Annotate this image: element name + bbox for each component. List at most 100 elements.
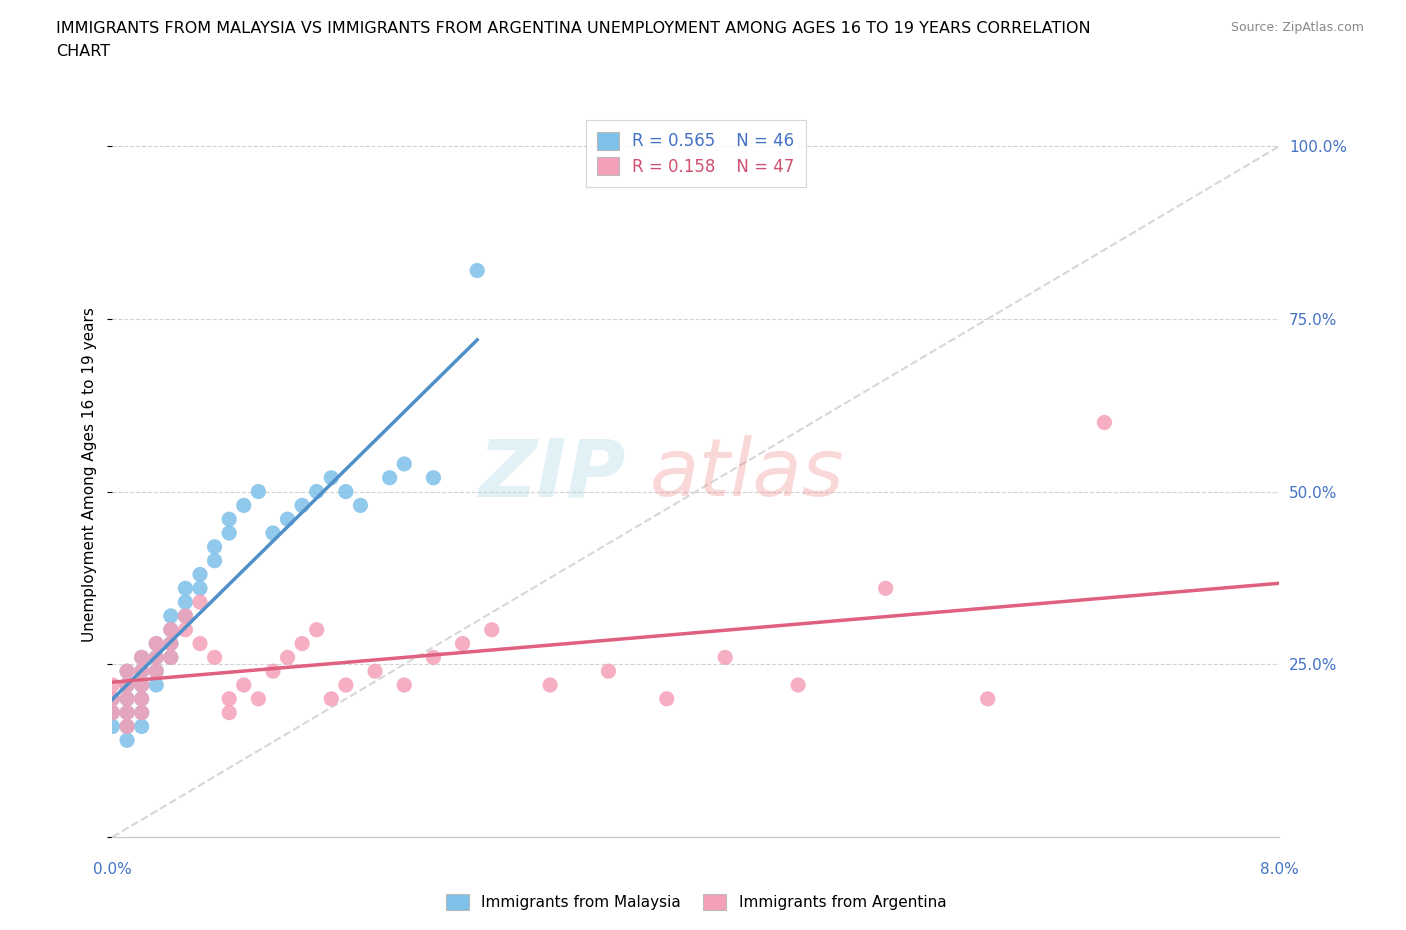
Point: [145, 636, 167, 651]
Point: [247, 485, 270, 499]
Point: [160, 636, 183, 651]
Point: [598, 664, 620, 679]
Point: [131, 650, 153, 665]
Point: [392, 678, 416, 693]
Point: [291, 498, 314, 512]
Point: [115, 719, 138, 734]
Point: [115, 678, 138, 693]
Text: 0.0%: 0.0%: [93, 862, 132, 877]
Point: [218, 525, 240, 540]
Point: [115, 705, 138, 720]
Point: [188, 567, 211, 582]
Point: [160, 650, 183, 665]
Point: [451, 636, 474, 651]
Point: [115, 719, 138, 734]
Point: [204, 650, 226, 665]
Point: [115, 664, 138, 679]
Point: [115, 705, 138, 720]
Point: [131, 691, 153, 706]
Point: [101, 719, 124, 734]
Point: [422, 650, 444, 665]
Point: [131, 650, 153, 665]
Point: [101, 705, 124, 720]
Point: [115, 664, 138, 679]
Point: [204, 553, 226, 568]
Point: [321, 691, 343, 706]
Point: [174, 608, 197, 623]
Point: [145, 678, 167, 693]
Point: [115, 733, 138, 748]
Point: [291, 636, 314, 651]
Text: IMMIGRANTS FROM MALAYSIA VS IMMIGRANTS FROM ARGENTINA UNEMPLOYMENT AMONG AGES 16: IMMIGRANTS FROM MALAYSIA VS IMMIGRANTS F…: [56, 21, 1091, 36]
Point: [465, 263, 488, 278]
Point: [131, 664, 153, 679]
Point: [160, 608, 183, 623]
Point: [188, 581, 211, 596]
Point: [335, 678, 357, 693]
Point: [115, 691, 138, 706]
Point: [714, 650, 737, 665]
Point: [655, 691, 678, 706]
Text: 8.0%: 8.0%: [1260, 862, 1299, 877]
Point: [218, 705, 240, 720]
Y-axis label: Unemployment Among Ages 16 to 19 years: Unemployment Among Ages 16 to 19 years: [82, 307, 97, 642]
Text: ZIP: ZIP: [478, 435, 626, 513]
Point: [392, 457, 416, 472]
Point: [131, 705, 153, 720]
Point: [276, 512, 298, 526]
Point: [218, 691, 240, 706]
Point: [378, 471, 401, 485]
Point: [481, 622, 503, 637]
Point: [174, 608, 197, 623]
Point: [131, 664, 153, 679]
Point: [188, 636, 211, 651]
Point: [247, 691, 270, 706]
Point: [145, 636, 167, 651]
Point: [115, 691, 138, 706]
Point: [131, 691, 153, 706]
Text: atlas: atlas: [650, 435, 844, 513]
Point: [1094, 415, 1116, 430]
Point: [174, 581, 197, 596]
Point: [145, 664, 167, 679]
Point: [976, 691, 998, 706]
Point: [145, 664, 167, 679]
Point: [321, 471, 343, 485]
Point: [204, 539, 226, 554]
Point: [145, 650, 167, 665]
Point: [131, 678, 153, 693]
Point: [305, 485, 328, 499]
Point: [101, 691, 124, 706]
Point: [188, 594, 211, 609]
Point: [218, 512, 240, 526]
Point: [160, 622, 183, 637]
Point: [232, 498, 254, 512]
Legend: Immigrants from Malaysia, Immigrants from Argentina: Immigrants from Malaysia, Immigrants fro…: [440, 887, 952, 916]
Point: [160, 636, 183, 651]
Point: [101, 705, 124, 720]
Point: [787, 678, 810, 693]
Point: [160, 622, 183, 637]
Point: [131, 705, 153, 720]
Point: [115, 678, 138, 693]
Point: [232, 678, 254, 693]
Point: [422, 471, 444, 485]
Text: Source: ZipAtlas.com: Source: ZipAtlas.com: [1230, 21, 1364, 34]
Point: [276, 650, 298, 665]
Point: [131, 719, 153, 734]
Point: [115, 678, 138, 693]
Point: [101, 691, 124, 706]
Point: [335, 485, 357, 499]
Text: CHART: CHART: [56, 44, 110, 59]
Point: [131, 678, 153, 693]
Point: [349, 498, 371, 512]
Point: [262, 525, 284, 540]
Point: [174, 594, 197, 609]
Point: [145, 650, 167, 665]
Point: [538, 678, 561, 693]
Point: [101, 678, 124, 693]
Point: [305, 622, 328, 637]
Point: [262, 664, 284, 679]
Point: [160, 650, 183, 665]
Point: [875, 581, 897, 596]
